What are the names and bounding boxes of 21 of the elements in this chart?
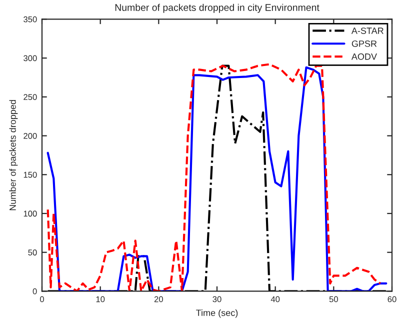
y-tick-label: 100 [24,210,37,217]
x-tick-label: 60 [388,296,396,302]
y-tick-label: 200 [24,132,37,139]
y-tick-label: 150 [24,172,37,178]
x-tick-label: 20 [154,296,163,302]
y-tick-label: 0 [32,288,37,294]
x-tick-label: 30 [212,296,222,302]
y-axis-title: Number of packets dropped [9,100,18,210]
legend-label: GPSR [352,40,377,47]
legend-label: A-STAR [351,28,384,34]
y-tick-label: 350 [24,16,37,22]
y-tick-label: 50 [28,250,37,256]
chart-title: Number of packets dropped in city Environment [115,4,320,13]
x-axis-title: Time (sec) [196,309,238,318]
x-tick-label: 40 [270,296,280,302]
y-tick-label: 250 [24,94,37,100]
x-tick-label: 10 [96,296,105,302]
y-tick-label: 300 [24,55,37,62]
legend-label: AODV [351,53,377,60]
x-tick-label: 50 [329,296,338,302]
x-tick-label: 0 [40,296,44,302]
